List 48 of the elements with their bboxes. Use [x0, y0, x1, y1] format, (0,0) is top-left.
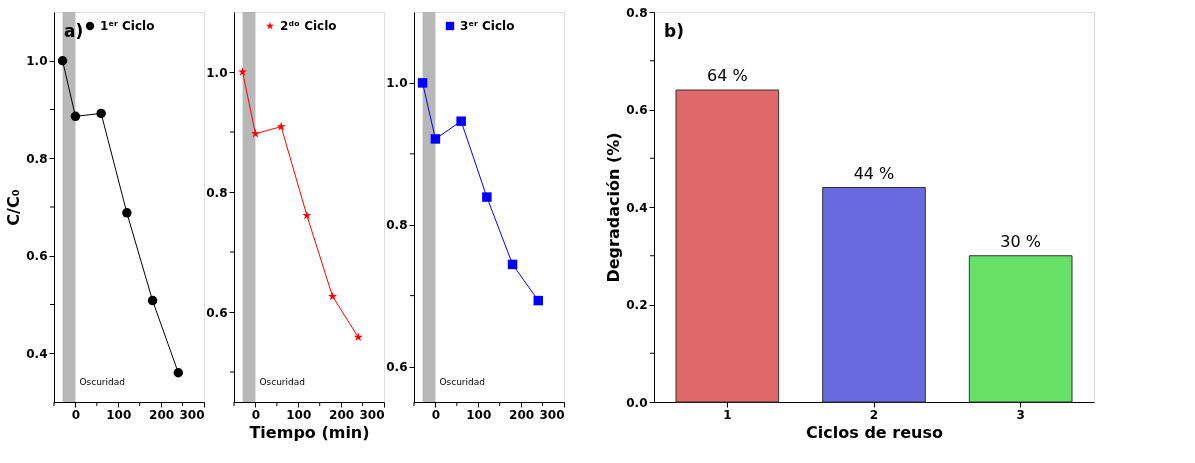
y-tick-label: 0.2 — [626, 298, 648, 312]
x-tick-label: 0 — [71, 407, 81, 422]
x-tick-label: 100 — [286, 407, 312, 422]
legend-label: 1ᵉʳ Ciclo — [100, 19, 155, 33]
x-tick-label: 0 — [431, 407, 441, 422]
x-tick-label: 0 — [251, 407, 261, 422]
x-tick-label: 200 — [509, 407, 535, 422]
bar — [822, 187, 926, 403]
x-tick-label: 3 — [1016, 407, 1025, 422]
data-label: 64 % — [707, 66, 748, 85]
x-tick-label: 100 — [466, 407, 492, 422]
x-tick-label: 300 — [179, 407, 205, 422]
data-label: 44 % — [853, 163, 895, 183]
y-tick-label: 0.4 — [26, 346, 48, 361]
y-tick-label: 1.0 — [26, 54, 48, 69]
legend-label: 3ᵉʳ Ciclo — [460, 19, 515, 33]
annotation: b) — [664, 21, 684, 41]
x-tick-label: 2 — [869, 407, 879, 422]
y-tick-label: 1.0 — [206, 65, 228, 80]
annotation: a) — [64, 21, 84, 41]
band-label: Oscuridad — [79, 377, 126, 387]
y-tick-label: 0.4 — [626, 200, 648, 215]
x-tick-label: 100 — [106, 407, 132, 422]
y-tick-label: 0.8 — [206, 185, 228, 200]
x-tick-label: 300 — [539, 407, 565, 422]
y-tick-label: 0.6 — [386, 360, 408, 375]
x-tick-label: 300 — [359, 407, 385, 422]
band-label: Oscuridad — [439, 377, 486, 387]
bar — [675, 89, 780, 403]
band-label: Oscuridad — [259, 377, 306, 387]
y-tick-label: 0.8 — [626, 5, 648, 20]
x-tick-label: 200 — [329, 407, 355, 422]
x-tick-label: 1 — [723, 407, 732, 422]
y-tick-label: 0.6 — [626, 103, 648, 117]
y-tick-label: 1.0 — [386, 76, 408, 91]
legend-label: 2ᵈᵒ Ciclo — [280, 19, 337, 33]
y-axis-title: Degradación (%) — [604, 132, 624, 283]
x-axis-title: Ciclos de reuso — [806, 422, 943, 442]
y-tick-label: 0.6 — [26, 249, 48, 264]
bar — [968, 255, 1073, 403]
y-tick-label: 0.8 — [26, 151, 48, 166]
y-axis-title: C/C₀ — [4, 189, 24, 226]
x-axis-title: Tiempo (min) — [249, 422, 370, 442]
y-tick-label: 0.0 — [626, 395, 648, 410]
y-tick-label: 0.8 — [386, 218, 408, 233]
x-tick-label: 200 — [149, 407, 175, 422]
y-tick-label: 0.6 — [206, 305, 228, 320]
data-label: 30 % — [1000, 231, 1041, 251]
